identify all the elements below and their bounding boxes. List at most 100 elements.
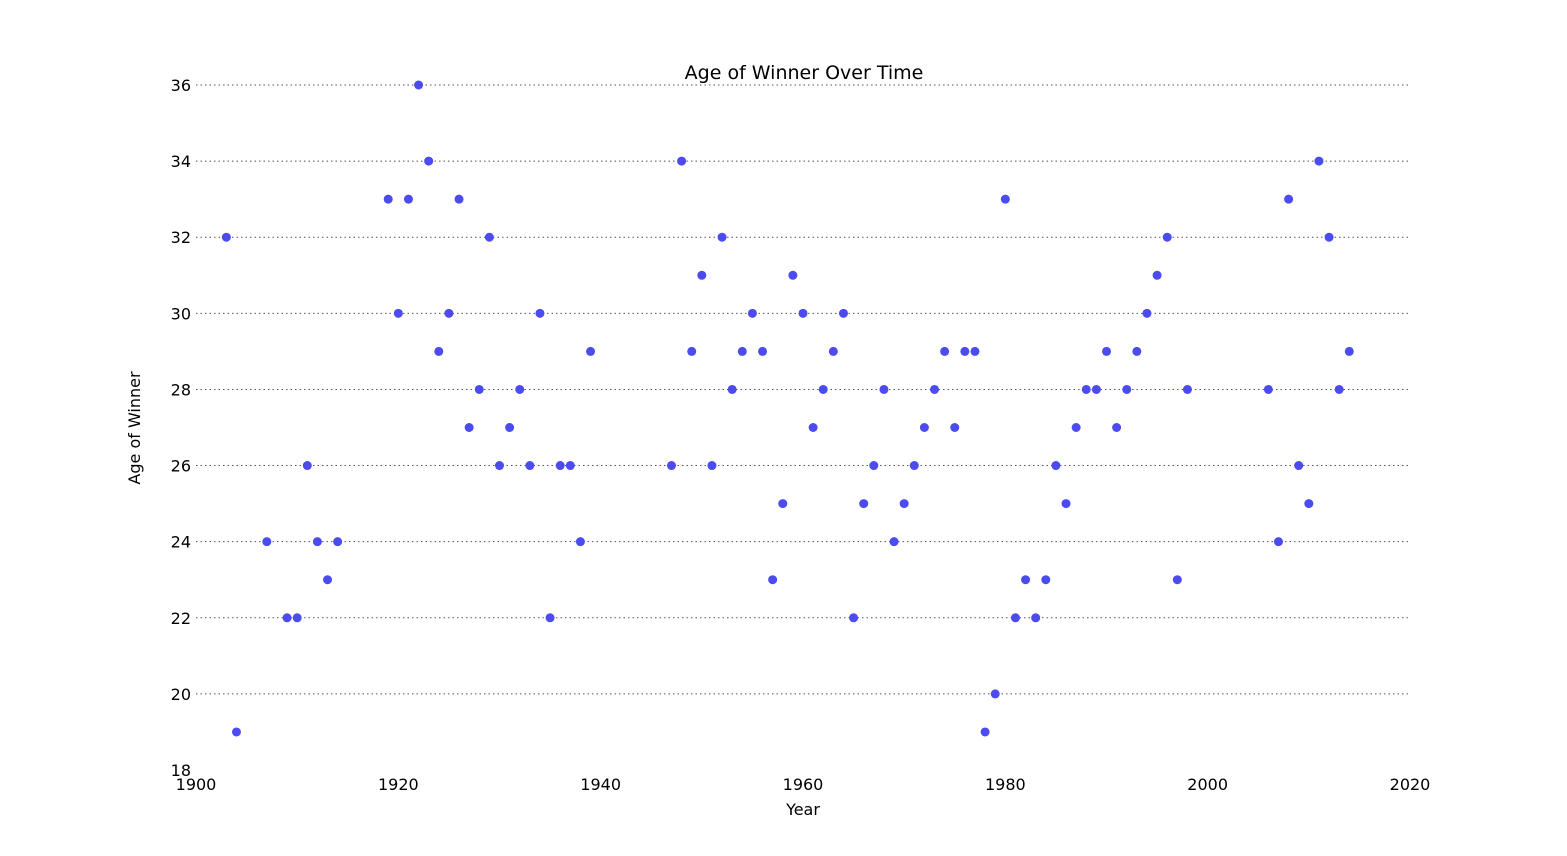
- data-point: [1122, 384, 1132, 394]
- data-point: [798, 308, 808, 318]
- data-point: [1061, 499, 1071, 509]
- data-point: [444, 308, 454, 318]
- data-point: [1081, 384, 1091, 394]
- data-point: [221, 232, 231, 242]
- data-point: [1263, 384, 1273, 394]
- data-point: [414, 80, 424, 90]
- y-tick-label: 20: [171, 685, 191, 704]
- data-point: [393, 308, 403, 318]
- data-point: [1102, 346, 1111, 356]
- data-point: [788, 270, 798, 280]
- data-point: [505, 423, 515, 432]
- data-point: [1273, 537, 1283, 547]
- y-tick-label: 34: [171, 152, 191, 171]
- data-point: [737, 346, 747, 356]
- data-point: [747, 308, 757, 318]
- data-point: [1334, 384, 1344, 394]
- data-point: [545, 613, 555, 623]
- data-point: [1021, 575, 1031, 585]
- data-point: [262, 537, 272, 547]
- data-point: [1071, 423, 1081, 432]
- y-tick-label: 30: [171, 304, 191, 323]
- chart-title: Age of Winner Over Time: [685, 62, 924, 84]
- data-point: [1182, 384, 1192, 394]
- data-point: [909, 461, 919, 471]
- data-point: [970, 346, 980, 356]
- data-point: [403, 194, 413, 204]
- data-point: [808, 423, 818, 432]
- gridlines: [196, 84, 1410, 695]
- data-point: [960, 346, 970, 356]
- data-point: [1344, 346, 1354, 356]
- x-tick-label: 2020: [1390, 775, 1431, 794]
- y-axis-ticks: 18 20 22 24 26 28 30 32 34 36: [171, 76, 191, 780]
- data-point: [434, 346, 444, 356]
- y-tick-label: 22: [171, 609, 191, 628]
- data-point: [980, 727, 990, 737]
- y-tick-label: 18: [171, 761, 191, 780]
- x-axis-label: Year: [785, 800, 820, 819]
- y-tick-label: 32: [171, 228, 191, 247]
- data-point: [383, 194, 393, 204]
- data-point: [525, 461, 535, 471]
- data-point: [849, 613, 859, 623]
- x-tick-label: 1980: [985, 775, 1026, 794]
- y-tick-label: 24: [171, 533, 191, 552]
- data-point: [727, 384, 737, 394]
- data-point: [1132, 346, 1142, 356]
- data-point: [495, 461, 504, 471]
- data-point: [1051, 461, 1061, 471]
- data-point: [515, 384, 525, 394]
- y-tick-label: 28: [171, 380, 191, 399]
- data-point: [687, 346, 697, 356]
- data-point: [859, 499, 869, 509]
- data-point: [869, 461, 879, 471]
- data-point: [1172, 575, 1182, 585]
- y-axis-label: Age of Winner: [125, 371, 144, 485]
- data-point: [231, 727, 241, 737]
- data-point: [818, 384, 828, 394]
- data-points: [221, 80, 1354, 737]
- data-point: [282, 613, 292, 623]
- data-point: [930, 384, 940, 394]
- data-point: [717, 232, 727, 242]
- data-point: [889, 537, 899, 547]
- data-point: [565, 461, 575, 471]
- data-point: [474, 384, 484, 394]
- x-tick-label: 1940: [580, 775, 621, 794]
- data-point: [838, 308, 848, 318]
- data-point: [1304, 499, 1314, 509]
- x-tick-label: 1960: [783, 775, 824, 794]
- data-point: [1112, 423, 1122, 432]
- data-point: [586, 346, 596, 356]
- data-point: [464, 423, 474, 432]
- data-point: [778, 499, 788, 509]
- x-tick-label: 1900: [176, 775, 217, 794]
- data-point: [555, 461, 565, 471]
- y-tick-label: 36: [171, 76, 191, 95]
- x-axis-ticks: 1900 1920 1940 1960 1980 2000 2020: [176, 775, 1431, 794]
- data-point: [292, 613, 302, 623]
- data-point: [879, 384, 889, 394]
- data-point: [828, 346, 838, 356]
- data-point: [333, 537, 343, 547]
- data-point: [1000, 194, 1010, 204]
- x-tick-label: 2000: [1187, 775, 1228, 794]
- data-point: [1152, 270, 1162, 280]
- data-point: [697, 270, 707, 280]
- data-point: [424, 156, 434, 166]
- data-point: [302, 461, 312, 471]
- x-tick-label: 1920: [378, 775, 419, 794]
- data-point: [1091, 384, 1101, 394]
- data-point: [1284, 194, 1294, 204]
- data-point: [1294, 461, 1304, 471]
- data-point: [666, 461, 676, 471]
- data-point: [535, 308, 545, 318]
- data-point: [484, 232, 494, 242]
- data-point: [899, 499, 909, 509]
- data-point: [919, 423, 929, 432]
- data-point: [940, 346, 950, 356]
- data-point: [323, 575, 333, 585]
- data-point: [1041, 575, 1051, 585]
